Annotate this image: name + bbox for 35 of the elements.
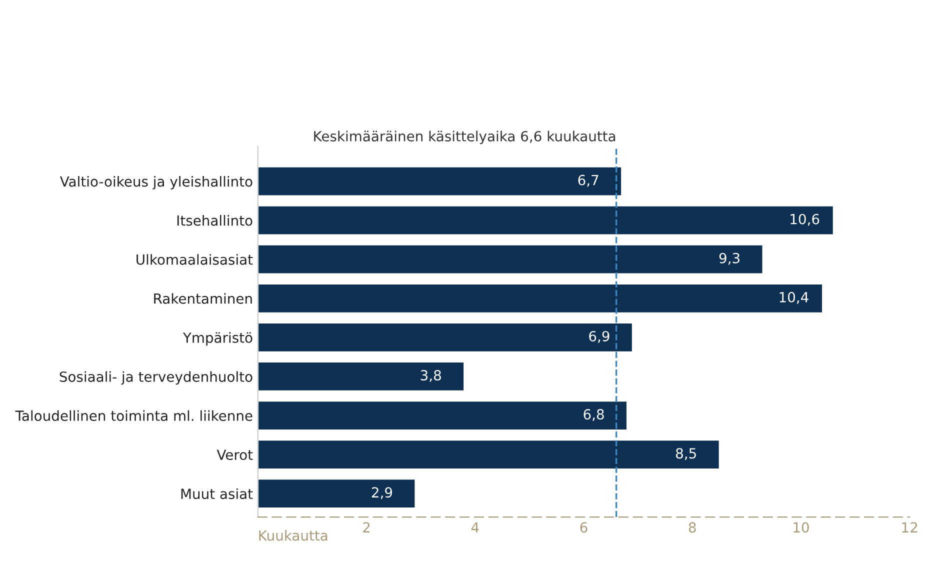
y-tick-label: Muut asiat — [181, 488, 253, 500]
x-tick-label: 6 — [580, 522, 588, 533]
data-label: 6,7 — [578, 174, 598, 187]
data-label: 9,3 — [719, 252, 740, 265]
x-tick-label: 2 — [363, 522, 370, 532]
data-label: 6,8 — [584, 409, 604, 421]
data-label: 10,6 — [790, 214, 820, 226]
bar — [258, 478, 416, 509]
y-tick-label: Sosiaali- ja terveydenhuolto — [60, 371, 252, 385]
x-tick-label: 10 — [794, 522, 809, 533]
bar — [258, 166, 622, 197]
x-axis-title: Kuukautta — [259, 530, 328, 541]
y-tick-label: Itsehallinto — [177, 215, 252, 226]
bar — [258, 204, 834, 236]
bar — [258, 322, 634, 353]
y-tick-label: Rakentaminen — [154, 293, 252, 304]
bar — [258, 400, 628, 431]
data-label: 2,9 — [372, 487, 392, 500]
bar — [258, 361, 465, 392]
x-tick-label: 12 — [902, 522, 918, 532]
data-label: 6,9 — [589, 330, 610, 343]
y-tick-label: Ympäristö — [182, 332, 252, 346]
y-tick-label: Taloudellinen toiminta ml. liikenne — [15, 410, 252, 421]
bar — [258, 283, 824, 314]
bar — [258, 439, 720, 470]
data-label: 3,8 — [420, 370, 441, 382]
y-tick-label: Ulkomaalaisasiat — [136, 254, 253, 265]
ref-line-label: Keskimääräinen käsittelyaika 6,6 kuukautta — [314, 130, 616, 144]
x-tick-label: 8 — [688, 522, 696, 533]
y-tick-label: Valtio-oikeus ja yleishallinto — [60, 176, 252, 190]
bar — [258, 244, 764, 275]
data-label: 10,4 — [780, 292, 808, 304]
data-label: 8,5 — [676, 448, 696, 460]
y-tick-label: Verot — [216, 450, 253, 460]
x-tick-label: 4 — [471, 522, 479, 532]
